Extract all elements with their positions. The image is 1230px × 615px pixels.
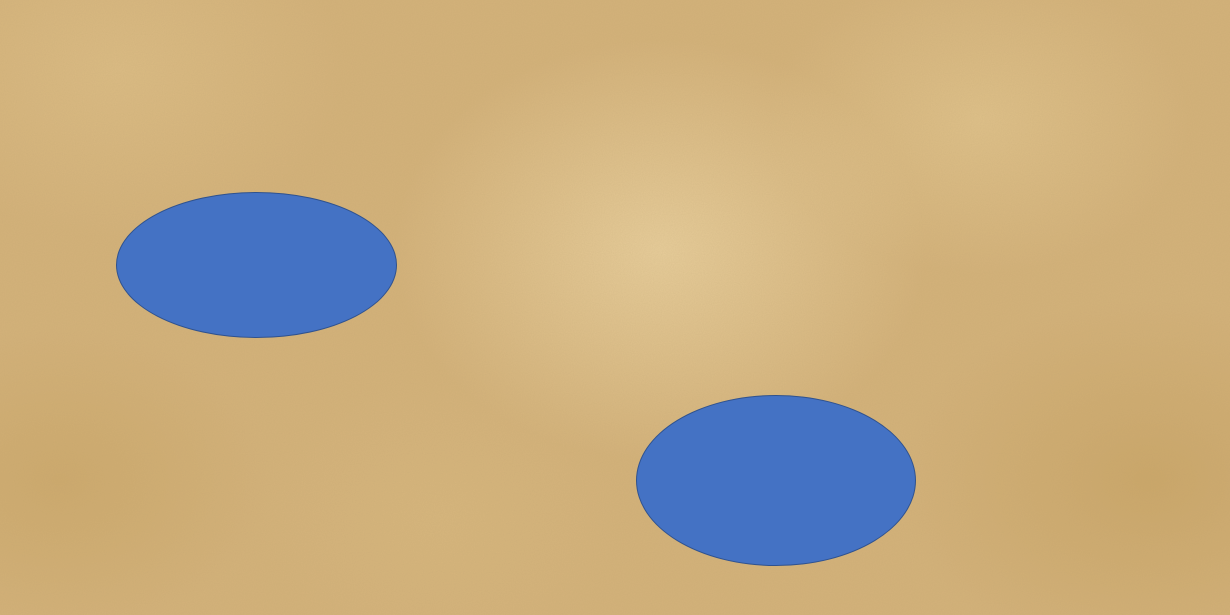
blue-ellipse-right[interactable] [636,395,916,566]
blue-ellipse-left[interactable] [116,192,397,338]
